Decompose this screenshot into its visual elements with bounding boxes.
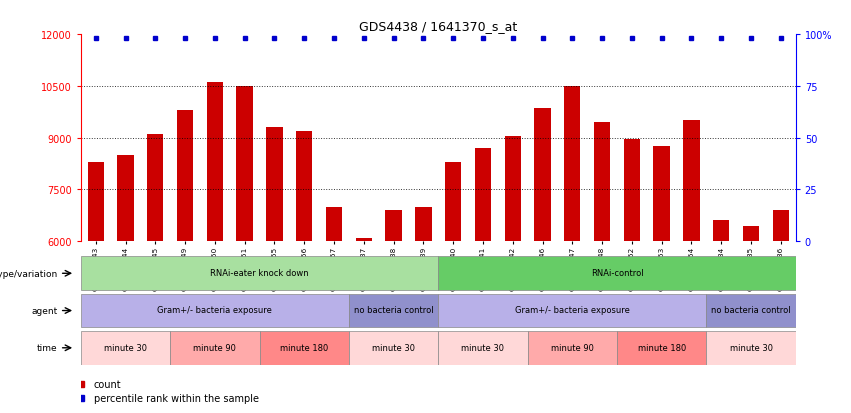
Text: agent: agent — [31, 306, 58, 315]
Bar — [356, 238, 372, 242]
Text: RNAi-eater knock down: RNAi-eater knock down — [210, 268, 309, 278]
Bar — [534, 109, 551, 242]
Bar — [773, 211, 789, 242]
Title: GDS4438 / 1641370_s_at: GDS4438 / 1641370_s_at — [359, 19, 517, 33]
Bar — [475, 149, 491, 242]
Bar — [386, 211, 402, 242]
Text: genotype/variation: genotype/variation — [0, 269, 58, 278]
Bar — [683, 121, 700, 242]
Bar — [617, 331, 706, 365]
Bar — [743, 226, 759, 242]
Bar — [170, 331, 260, 365]
Text: no bacteria control: no bacteria control — [711, 306, 791, 315]
Bar — [438, 294, 706, 328]
Bar — [88, 162, 104, 242]
Bar — [438, 257, 796, 290]
Text: minute 30: minute 30 — [729, 343, 773, 352]
Text: minute 180: minute 180 — [280, 343, 328, 352]
Text: no bacteria control: no bacteria control — [354, 306, 433, 315]
Bar — [296, 131, 312, 242]
Bar — [654, 147, 670, 242]
Text: percentile rank within the sample: percentile rank within the sample — [94, 394, 259, 404]
Text: minute 30: minute 30 — [372, 343, 415, 352]
Bar — [81, 294, 349, 328]
Bar — [349, 331, 438, 365]
Bar — [415, 207, 431, 242]
Bar — [147, 135, 163, 242]
Bar — [81, 331, 170, 365]
Text: minute 180: minute 180 — [637, 343, 686, 352]
Text: Gram+/- bacteria exposure: Gram+/- bacteria exposure — [157, 306, 272, 315]
Bar — [706, 331, 796, 365]
Text: minute 30: minute 30 — [461, 343, 505, 352]
Bar — [266, 128, 283, 242]
Bar — [445, 162, 461, 242]
Bar — [438, 331, 528, 365]
Text: time: time — [37, 344, 58, 352]
Bar — [706, 294, 796, 328]
Text: minute 90: minute 90 — [193, 343, 237, 352]
Bar — [505, 137, 521, 242]
Bar — [260, 331, 349, 365]
Text: minute 30: minute 30 — [104, 343, 147, 352]
Bar — [713, 221, 729, 242]
Text: RNAi-control: RNAi-control — [591, 268, 643, 278]
Text: count: count — [94, 379, 122, 389]
Bar — [177, 111, 193, 242]
Bar — [326, 207, 342, 242]
Bar — [81, 257, 438, 290]
Bar — [117, 156, 134, 242]
Bar — [528, 331, 617, 365]
Text: Gram+/- bacteria exposure: Gram+/- bacteria exposure — [515, 306, 630, 315]
Bar — [564, 87, 580, 242]
Bar — [594, 123, 610, 242]
Bar — [349, 294, 438, 328]
Bar — [624, 140, 640, 242]
Bar — [237, 87, 253, 242]
Bar — [207, 83, 223, 242]
Text: minute 90: minute 90 — [551, 343, 594, 352]
